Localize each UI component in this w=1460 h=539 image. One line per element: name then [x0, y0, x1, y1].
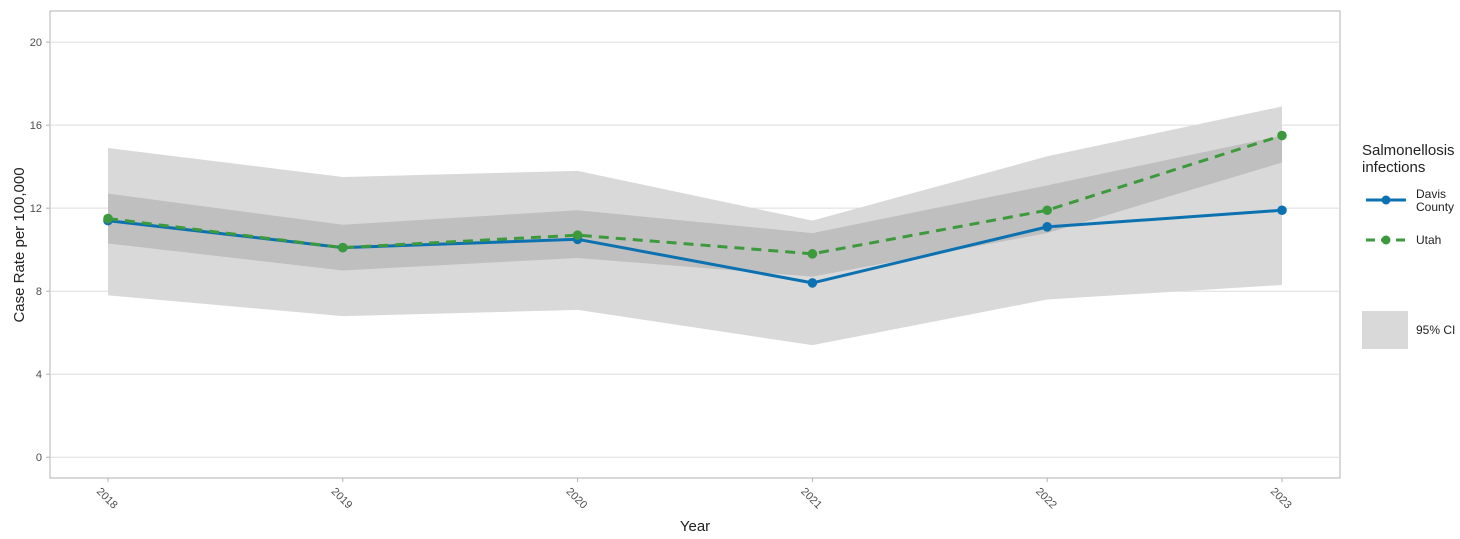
x-tick-label: 2023: [1268, 486, 1294, 512]
legend-label-davis-line-1: Davis: [1416, 187, 1446, 201]
x-tick-label: 2019: [329, 486, 355, 512]
legend-title-line-1: Salmonellosis: [1362, 142, 1455, 159]
legend-label-davis: Davis County: [1416, 187, 1454, 214]
x-tick-label: 2018: [94, 486, 120, 512]
legend-key-davis-point: [1381, 195, 1391, 205]
x-axis: 2018 2019 2020 2021 2022 2023: [94, 478, 1294, 511]
x-tick-label: 2021: [798, 486, 824, 512]
legend-label-utah: Utah: [1416, 233, 1441, 247]
data-point-davis-county-2021: [807, 278, 818, 288]
data-point-utah-2020: [572, 230, 583, 240]
y-axis-title: Case Rate per 100,000: [11, 167, 28, 322]
x-tick-label: 2022: [1033, 486, 1059, 512]
y-tick-label: 16: [30, 120, 42, 132]
x-axis-title: Year: [680, 518, 710, 534]
legend-key-utah-point: [1381, 235, 1391, 245]
data-point-utah-2021: [807, 249, 818, 259]
y-tick-label: 20: [30, 37, 42, 49]
y-tick-label: 0: [36, 452, 42, 464]
y-tick-label: 8: [36, 286, 42, 298]
legend-label-davis-line-2: County: [1416, 200, 1454, 214]
legend-title-line-2: infections: [1362, 159, 1425, 176]
y-tick-label: 4: [36, 369, 42, 381]
data-point-utah-2022: [1042, 205, 1052, 216]
legend-title: Salmonellosis infections: [1362, 142, 1459, 176]
series-line-utah: [107, 134, 1283, 256]
data-point-utah-2018: [103, 213, 113, 224]
data-point-utah-2019: [338, 242, 348, 253]
legend-key-ci: [1362, 311, 1408, 349]
point-layer: [103, 130, 1287, 288]
line-layer: [107, 134, 1283, 285]
y-tick-label: 12: [30, 203, 42, 215]
legend: Salmonellosis infections Davis County Ut…: [1362, 142, 1459, 349]
data-point-davis-county-2022: [1042, 222, 1052, 232]
series-line-davis-county: [107, 208, 1283, 285]
legend-label-ci: 95% CI: [1416, 323, 1455, 337]
data-point-utah-2023: [1277, 130, 1287, 141]
data-point-davis-county-2023: [1277, 205, 1287, 216]
y-axis: 0 4 8 12 16 20: [30, 37, 50, 464]
x-tick-label: 2020: [563, 486, 589, 512]
